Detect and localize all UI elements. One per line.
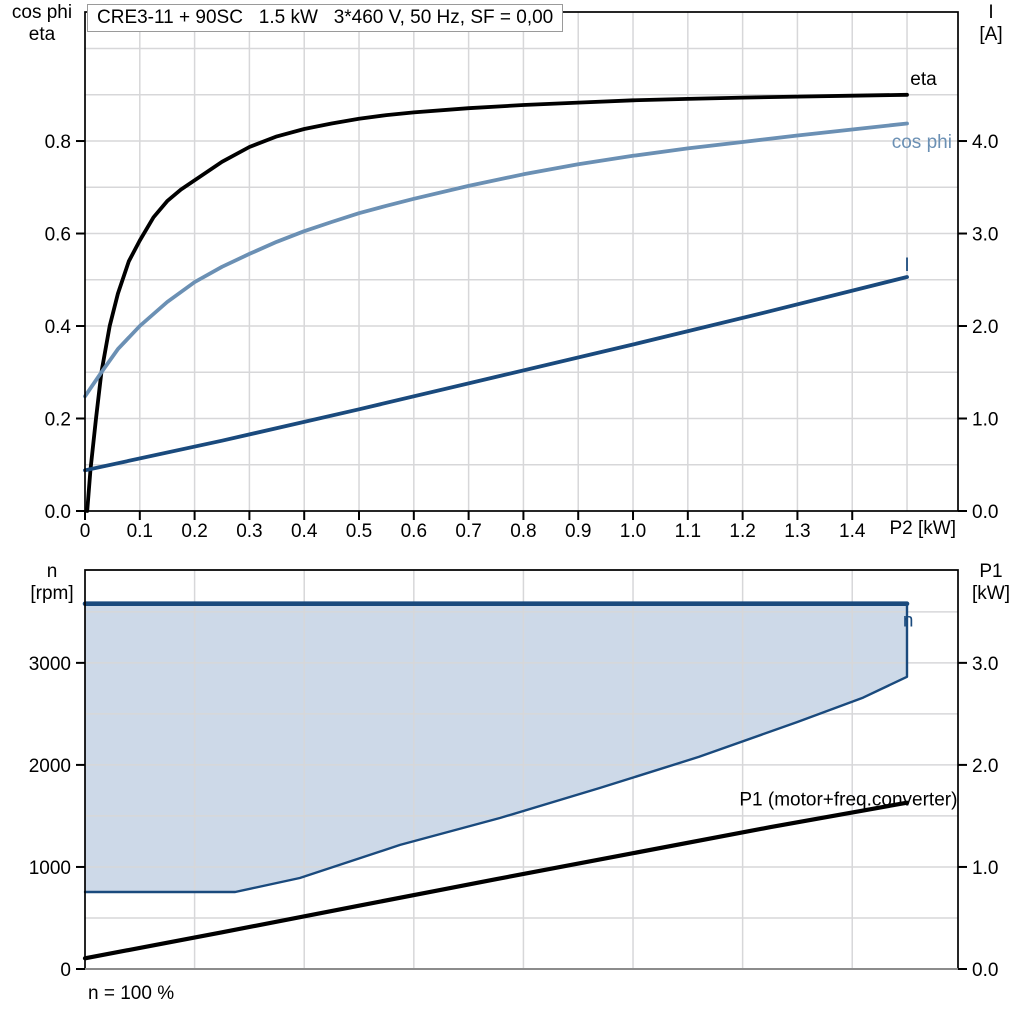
bottom-right-axis-title: P1 [kW]	[960, 561, 1022, 605]
top-left-tick-label: 0.6	[45, 225, 71, 246]
bottom-left-tick-label: 1000	[29, 858, 71, 879]
axis-title-line: cos phi	[11, 2, 73, 23]
bottom-left-tick-label: 3000	[29, 654, 71, 675]
axis-title-line: [kW]	[972, 583, 1010, 604]
top-chart-frame	[84, 11, 959, 512]
speed-envelope-border	[83, 602, 909, 894]
bottom-right-tick-label: 0.0	[972, 960, 998, 981]
top-x-tick-label: 1.4	[839, 521, 866, 542]
top-x-tick-label: 0.1	[127, 521, 153, 542]
top-x-tick-label: 0.8	[510, 521, 536, 542]
top-right-tick-label: 3.0	[972, 225, 998, 246]
top-right-axis-title: I [A]	[960, 2, 1022, 46]
axis-title-line: P1	[979, 561, 1003, 582]
top-left-tick-label: 0.4	[45, 317, 72, 338]
top-x-tick-label: 1.3	[784, 521, 810, 542]
top-x-tick-label: 1.2	[729, 521, 755, 542]
top-x-tick-label: 0	[80, 521, 91, 542]
top-right-tick-label: 4.0	[972, 132, 998, 153]
top-right-tick-label: 0.0	[972, 502, 998, 523]
speed-envelope-fill	[85, 603, 907, 892]
top-x-tick-label: 0.6	[401, 521, 427, 542]
top-x-tick-label: 0.7	[455, 521, 481, 542]
speed-percentage-note: n = 100 %	[88, 983, 175, 1004]
label-eta: eta	[910, 69, 937, 90]
curve-p1-motor-freq-converter-	[82, 800, 910, 961]
top-right-tick-label: 1.0	[972, 410, 998, 431]
axis-title-line: I	[988, 2, 994, 23]
bottom-left-tick-label: 0	[60, 960, 71, 981]
bottom-left-tick-label: 2000	[29, 756, 71, 777]
axis-title-line: [rpm]	[30, 583, 74, 604]
bottom-right-tick-label: 3.0	[972, 654, 998, 675]
axis-title-line: [A]	[979, 24, 1003, 45]
axis-title-line: n	[46, 561, 58, 582]
label-i: I	[904, 255, 909, 276]
top-x-tick-label: 0.2	[181, 521, 207, 542]
top-x-tick-label: 0.3	[236, 521, 262, 542]
chart-title-box: CRE3-11 + 90SC 1.5 kW 3*460 V, 50 Hz, SF…	[87, 4, 564, 32]
axis-title-line: eta	[28, 24, 56, 45]
top-left-tick-label: 0.2	[45, 410, 71, 431]
label-cos-phi: cos phi	[892, 132, 952, 153]
x-axis-unit-label: P2 [kW]	[889, 518, 956, 539]
top-right-tick-label: 2.0	[972, 317, 998, 338]
bottom-right-tick-label: 2.0	[972, 756, 998, 777]
top-x-tick-label: 0.5	[346, 521, 372, 542]
curve-cos-phi	[83, 121, 909, 399]
top-left-tick-label: 0.8	[45, 132, 71, 153]
top-x-tick-label: 0.9	[565, 521, 591, 542]
label-n: n	[903, 611, 914, 632]
top-left-axis-title: cos phi eta	[4, 2, 80, 46]
curve-i	[83, 275, 909, 473]
bottom-right-tick-label: 1.0	[972, 858, 998, 879]
curve-eta	[85, 92, 909, 513]
bottom-left-axis-title: n [rpm]	[12, 561, 92, 605]
bottom-chart-frame	[84, 569, 959, 969]
top-x-tick-label: 0.4	[291, 521, 318, 542]
top-left-tick-label: 0.0	[45, 502, 71, 523]
top-x-tick-label: 1.0	[620, 521, 646, 542]
top-x-tick-label: 1.1	[675, 521, 701, 542]
label-p1-motor-freq-converter-: P1 (motor+freq.converter)	[739, 790, 957, 811]
